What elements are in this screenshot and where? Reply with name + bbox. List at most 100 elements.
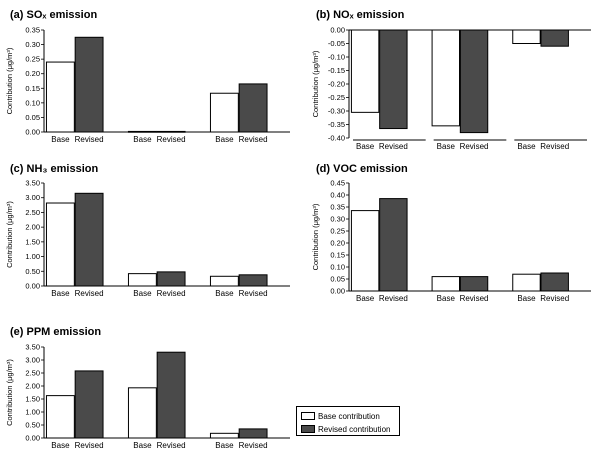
chart1-title: (a) SOₓ emission [10,9,97,21]
chart1-y-tick-label-4: 0.20 [25,69,40,78]
chart3-y-tick-label-3: 1.50 [25,237,40,246]
chart4-y-tick-label-6: 0.30 [330,215,345,224]
chart2-title: (b) NOₓ emission [316,9,405,21]
legend-label-base: Base contribution [318,411,380,421]
chart2-y-axis-label: Contribution (μg/m³) [311,50,320,117]
chart5-y-tick-label-4: 2.00 [25,382,40,391]
chart2-y-tick-label-1: -0.05 [328,39,345,48]
chart3-bar-base-1 [45,202,75,287]
legend-label-revised: Revised contribution [318,424,391,434]
chart4-y-tick-label-3: 0.15 [330,251,345,260]
chart3-y-tick-label-7: 3.50 [25,179,40,188]
chart1-bar-base-2 [127,130,157,133]
chart3-y-tick-label-6: 3.00 [25,193,40,202]
chart4-bar-base-1 [350,210,380,292]
chart3-bar-base-2 [127,273,157,287]
chart4-y-tick-label-8: 0.40 [330,191,345,200]
chart3-y-tick-label-1: 0.50 [25,267,40,276]
chart2-y-tick-label-8: -0.40 [328,134,345,143]
chart5-bar-revised-3 [238,428,268,439]
chart5-x-tick-label-0: Base [51,441,70,450]
chart4-bar-revised-1 [379,198,408,292]
chart4-y-tick-label-2: 0.10 [330,263,345,272]
chart2-y-tick-label-5: -0.25 [328,93,345,102]
chart2-y-tick-label-6: -0.30 [328,107,345,116]
chart4-y-tick-label-9: 0.45 [330,179,345,188]
chart2-x-tick-label-2: Base [437,142,456,151]
chart4-title: (d) VOC emission [316,163,408,175]
chart5-x-tick-label-4: Base [215,441,234,450]
legend-swatch-base [301,412,315,420]
chart3-x-tick-label-3: Revised [157,289,186,298]
chart3-x-tick-label-2: Base [133,289,152,298]
chart5-x-tick-label-2: Base [133,441,152,450]
chart2-x-tick-label-1: Revised [379,142,408,151]
chart1-y-tick-label-7: 0.35 [25,26,40,35]
chart2-bar-base-3 [512,29,541,44]
chart3-bar-base-3 [209,275,239,287]
chart1-x-tick-label-3: Revised [157,135,186,144]
chart3-y-tick-label-2: 1.00 [25,252,40,261]
chart1-y-tick-label-0: 0.00 [25,128,40,137]
chart4-x-tick-label-5: Revised [540,294,569,303]
chart3-bar-revised-2 [156,271,186,287]
chart4-y-axis-label: Contribution (μg/m³) [311,203,320,270]
chart5-x-tick-label-1: Revised [75,441,104,450]
chart5-bar-revised-2 [156,351,186,439]
chart2-y-tick-label-4: -0.20 [328,80,345,89]
chart3-y-tick-label-4: 2.00 [25,223,40,232]
chart2-bar-revised-3 [540,29,569,47]
chart2-y-tick-label-7: -0.35 [328,120,345,129]
legend-item-revised: Revised contribution [301,423,390,435]
chart2-bar-revised-2 [459,29,489,134]
chart2-bar-base-2 [431,29,461,127]
chart1-bar-base-1 [45,61,75,133]
chart2-x-tick-label-5: Revised [540,142,569,151]
legend-swatch-revised [301,425,315,433]
chart1-bar-revised-1 [74,36,104,133]
chart5-y-tick-label-2: 1.00 [25,408,40,417]
chart1-bar-base-3 [209,92,239,133]
chart3-x-tick-label-0: Base [51,289,70,298]
chart5-y-tick-label-0: 0.00 [25,434,40,443]
chart4-x-tick-label-4: Base [517,294,536,303]
chart1-y-tick-label-5: 0.25 [25,55,40,64]
chart1-y-tick-label-3: 0.15 [25,84,40,93]
chart4-x-tick-label-2: Base [437,294,456,303]
chart4-x-tick-label-1: Revised [379,294,408,303]
chart2-x-tick-label-4: Base [517,142,536,151]
legend: Base contribution Revised contribution [296,406,400,436]
chart5-bar-revised-1 [74,370,104,439]
chart1-y-tick-label-2: 0.10 [25,98,40,107]
chart4-y-tick-label-4: 0.20 [330,239,345,248]
chart5-y-axis-label: Contribution (μg/m³) [5,359,14,426]
chart4-y-tick-label-0: 0.00 [330,287,345,296]
chart3-bar-revised-3 [238,274,268,287]
chart1-x-tick-label-5: Revised [239,135,268,144]
chart3-x-tick-label-1: Revised [75,289,104,298]
chart1-y-axis-label: Contribution (μg/m³) [5,47,14,114]
chart5-bar-base-2 [127,387,157,439]
chart3-bar-revised-1 [74,192,104,287]
chart5-y-tick-label-6: 3.00 [25,356,40,365]
chart2-bar-base-1 [350,29,380,113]
chart1-y-tick-label-1: 0.05 [25,113,40,122]
chart2-x-tick-label-3: Revised [460,142,489,151]
chart1-bar-revised-2 [156,130,186,133]
chart4-bar-base-3 [512,273,541,292]
chart4-x-tick-label-0: Base [356,294,375,303]
chart5-x-tick-label-5: Revised [239,441,268,450]
chart3-x-tick-label-5: Revised [239,289,268,298]
chart4-y-tick-label-7: 0.35 [330,203,345,212]
chart1-x-tick-label-2: Base [133,135,152,144]
chart4-bar-revised-2 [459,276,489,292]
chart3-x-tick-label-4: Base [215,289,234,298]
chart2-x-tick-label-0: Base [356,142,375,151]
chart1-y-tick-label-6: 0.30 [25,40,40,49]
chart5-y-tick-label-3: 1.50 [25,395,40,404]
chart2-y-tick-label-3: -0.15 [328,66,345,75]
chart5-y-tick-label-7: 3.50 [25,343,40,352]
chart3-y-tick-label-0: 0.00 [25,282,40,291]
chart5-title: (e) PPM emission [10,326,101,338]
chart4-bar-base-2 [431,276,461,292]
